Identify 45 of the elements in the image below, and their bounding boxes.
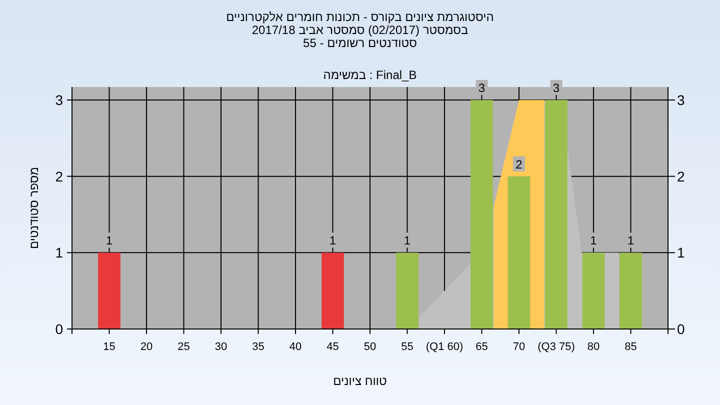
bar — [620, 252, 642, 329]
x-tick-label: (Q1 60) — [426, 341, 464, 353]
x-tick-label: 30 — [214, 341, 228, 353]
chart-subtitle: בסמסטר (02/2017) סמסטר אביב 2017/18 — [252, 23, 468, 37]
text: סטודנטים רשומים - 55 — [303, 36, 418, 50]
x-tick-label: 80 — [587, 341, 600, 353]
data-label: 1 — [404, 234, 411, 248]
data-label: 1 — [329, 234, 336, 248]
bar — [396, 252, 418, 329]
x-tick-label: 85 — [624, 341, 637, 353]
y-tick-label: 2 — [55, 168, 64, 184]
x-tick-label: 55 — [401, 341, 414, 353]
bar — [545, 100, 568, 329]
y2-tick-label: 2 — [677, 168, 685, 184]
data-label: 1 — [590, 234, 598, 248]
y-tick-label: 0 — [55, 321, 64, 337]
bar — [98, 252, 120, 329]
y-tick-label: 3 — [55, 92, 64, 108]
x-tick-label: (Q3 75) — [538, 341, 575, 353]
bar — [322, 252, 344, 329]
data-label: 1 — [106, 234, 113, 248]
chart-title: היסטוגרמת ציונים בקורס - תכונות חומרים אלקטרוניים — [226, 10, 494, 24]
x-tick-label: 70 — [512, 341, 526, 353]
data-label: 2 — [516, 157, 523, 172]
bar — [508, 176, 530, 329]
x-tick-label: 35 — [252, 341, 264, 353]
bar — [470, 100, 493, 329]
x-tick-label: 50 — [364, 341, 376, 353]
y2-tick-label: 3 — [677, 92, 685, 108]
x-tick-label: 20 — [140, 341, 153, 353]
data-label: 3 — [552, 80, 560, 95]
data-label: 3 — [478, 80, 486, 95]
text: Final_B : במשימה — [323, 68, 417, 82]
y2-tick-label: 1 — [677, 244, 685, 261]
x-tick-label: 65 — [476, 341, 488, 353]
bar — [582, 252, 605, 329]
x-tick-label: 25 — [178, 341, 190, 353]
x-tick-label: 45 — [326, 341, 339, 353]
data-label: 1 — [627, 234, 634, 248]
x-tick-label: 40 — [289, 341, 302, 353]
x-tick-label: 15 — [103, 341, 116, 353]
y2-tick-label: 0 — [677, 321, 685, 337]
x-axis-title: טווח ציונים — [333, 374, 388, 388]
y-tick-label: 1 — [55, 244, 64, 261]
y-axis-title: מספר סטודנטים — [27, 166, 41, 250]
